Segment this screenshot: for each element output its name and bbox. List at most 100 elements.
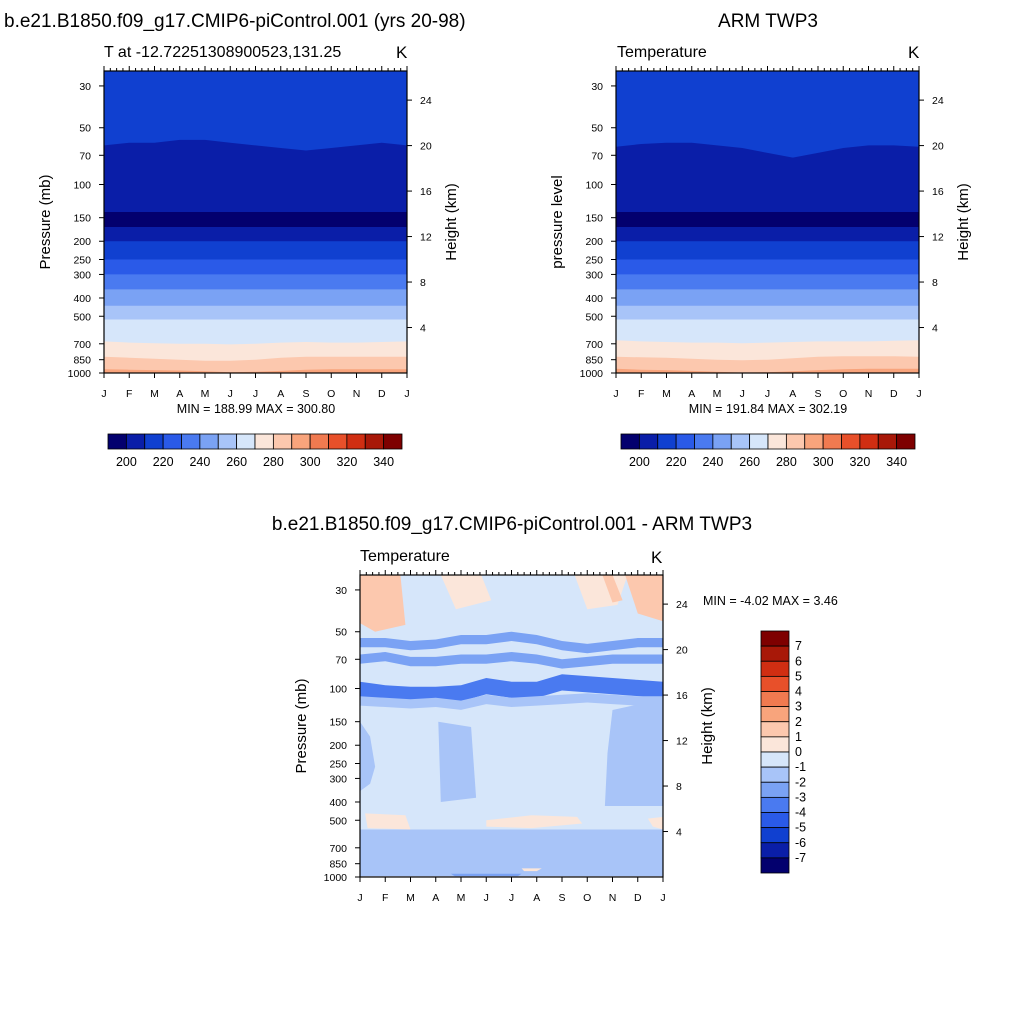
model-colorbar-swatch <box>144 433 164 450</box>
diff-right-tick-label: 16 <box>676 690 688 702</box>
obs-colorbar-swatch <box>877 433 898 450</box>
obs-x-tick-label: J <box>613 388 618 400</box>
obs-y-tick-label: 50 <box>591 123 603 135</box>
obs-plot-area: J F M A M J J A S O N D J 30 50 70 100 150 200 250 300 400 500… <box>580 66 944 400</box>
diff-colorbar-label: 0 <box>795 745 802 759</box>
obs-x-tick-label: M <box>662 388 671 400</box>
diff-y-tick-label: 30 <box>335 585 347 597</box>
diff-colorbar-label: 1 <box>795 730 802 744</box>
diff-x-tick-label: J <box>357 892 362 904</box>
diff-colorbar-swatch <box>760 675 790 692</box>
diff-y-tick-label: 850 <box>329 859 347 871</box>
model-x-tick-label: J <box>228 388 233 400</box>
diff-right-axis-label: Height (km) <box>699 687 716 765</box>
model-x-tick-label: A <box>277 388 284 400</box>
diff-colorbar-label: -7 <box>795 851 806 865</box>
model-colorbar-label: 320 <box>336 455 357 469</box>
model-right-axis-label: Height (km) <box>443 183 460 261</box>
obs-colorbar-swatch <box>694 433 714 450</box>
obs-x-tick-label: O <box>839 388 847 400</box>
diff-y-tick-label: 70 <box>335 654 347 666</box>
obs-x-tick-label: A <box>688 388 695 400</box>
model-colorbar-swatch <box>291 433 311 450</box>
model-right-tick-label: 24 <box>420 95 432 107</box>
obs-y-tick-label: 250 <box>585 255 603 267</box>
model-y-tick-label: 1000 <box>68 368 92 380</box>
diff-contour-patch <box>438 721 477 802</box>
model-right-tick-label: 4 <box>420 323 426 335</box>
diff-y-tick-label: 50 <box>335 627 347 639</box>
diff-contour-panel: b.e21.B1850.f09_g17.CMIP6-piControl.001 … <box>272 514 838 904</box>
model-x-tick-label: O <box>327 388 335 400</box>
diff-colorbar-swatch <box>760 645 790 662</box>
diff-x-tick-label: N <box>609 892 617 904</box>
diff-y-tick-label: 100 <box>329 683 347 695</box>
diff-y-tick-label: 1000 <box>324 872 348 884</box>
model-colorbar-swatch <box>254 433 274 450</box>
diff-min-max: MIN = -4.02 MAX = 3.46 <box>703 594 838 608</box>
model-colorbar-swatch <box>309 433 329 450</box>
obs-colorbar-label: 220 <box>666 455 687 469</box>
obs-y-tick-label: 1000 <box>580 368 604 380</box>
obs-colorbar-swatch <box>804 433 824 450</box>
obs-colorbar-swatch <box>638 433 659 450</box>
diff-contour-patch <box>365 813 411 830</box>
model-y-tick-label: 150 <box>73 213 91 225</box>
diff-contour-patch <box>360 850 663 877</box>
diff-colorbar-swatch <box>760 857 790 874</box>
model-y-tick-label: 850 <box>73 355 91 367</box>
diff-x-tick-label: D <box>634 892 642 904</box>
model-subtitle: T at -12.72251308900523,131.25 <box>104 44 341 61</box>
model-min-max: MIN = 188.99 MAX = 300.80 <box>177 402 335 416</box>
model-y-tick-label: 50 <box>79 123 91 135</box>
diff-colorbar-label: 6 <box>795 654 802 668</box>
obs-colorbar-swatch <box>730 433 751 450</box>
diff-colorbar-swatch <box>760 827 790 844</box>
model-contour-panel: b.e21.B1850.f09_g17.CMIP6-piControl.001 … <box>4 11 466 469</box>
obs-y-tick-label: 400 <box>585 293 603 305</box>
diff-right-tick-label: 4 <box>676 827 682 839</box>
model-y-tick-label: 200 <box>73 236 91 248</box>
obs-x-tick-label: S <box>814 388 821 400</box>
obs-colorbar-label: 260 <box>739 455 760 469</box>
model-colorbar-swatch <box>364 433 385 450</box>
obs-x-tick-label: F <box>638 388 644 400</box>
model-colorbar-label: 340 <box>373 455 394 469</box>
model-x-tick-label: A <box>176 388 183 400</box>
diff-y-tick-label: 400 <box>329 797 347 809</box>
obs-colorbar-label: 340 <box>886 455 907 469</box>
model-colorbar-label: 240 <box>189 455 210 469</box>
obs-right-tick-label: 20 <box>932 141 944 153</box>
diff-contour-band <box>360 652 663 669</box>
model-colorbar-label: 300 <box>300 455 321 469</box>
diff-figure-title: b.e21.B1850.f09_g17.CMIP6-piControl.001 … <box>272 514 752 535</box>
model-y-tick-label: 70 <box>79 150 91 162</box>
diff-contour-band <box>360 674 663 704</box>
diff-contour-patch <box>360 721 376 792</box>
diff-contour-patch <box>604 703 663 806</box>
model-x-tick-label: J <box>101 388 106 400</box>
diff-contour-patch <box>647 816 663 830</box>
diff-contour-band <box>360 631 663 654</box>
diff-colorbar-swatch <box>760 736 790 753</box>
obs-right-tick-label: 8 <box>932 277 938 289</box>
obs-y-tick-label: 30 <box>591 81 603 93</box>
diff-y-tick-label: 300 <box>329 773 347 785</box>
diff-contour-patch <box>521 868 542 872</box>
diff-y-axis-label: Pressure (mb) <box>293 678 310 773</box>
model-right-tick-label: 8 <box>420 277 426 289</box>
obs-right-tick-label: 12 <box>932 232 944 244</box>
obs-right-axis-label: Height (km) <box>955 183 972 261</box>
model-colorbar-swatch <box>383 433 403 450</box>
model-colorbar-label: 280 <box>263 455 284 469</box>
diff-colorbar-label: 4 <box>795 685 802 699</box>
diff-contour-patch <box>440 575 492 610</box>
obs-colorbar-label: 300 <box>813 455 834 469</box>
obs-colorbar-label: 240 <box>702 455 723 469</box>
obs-colorbar-swatch <box>767 433 787 450</box>
diff-colorbar-swatch <box>760 751 790 768</box>
model-colorbar-label: 220 <box>153 455 174 469</box>
model-x-tick-label: M <box>150 388 159 400</box>
obs-right-tick-label: 24 <box>932 95 944 107</box>
